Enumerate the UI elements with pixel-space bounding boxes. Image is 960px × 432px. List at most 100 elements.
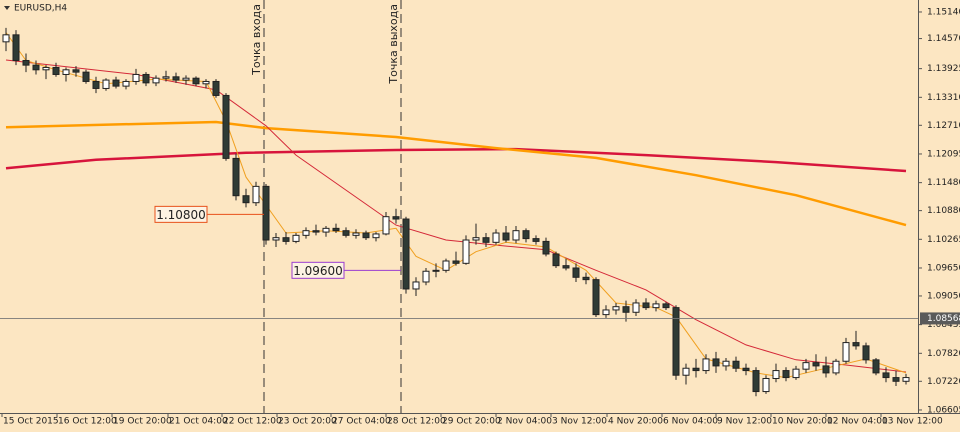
candle-body xyxy=(512,230,520,241)
price-label: 1.10800 xyxy=(156,208,206,222)
candle-body xyxy=(462,239,470,264)
candle-body xyxy=(452,260,460,264)
y-tick-label: 1.10880 xyxy=(927,206,960,216)
candle-body xyxy=(282,237,290,242)
y-tick-label: 1.11480 xyxy=(927,178,960,188)
candle-body xyxy=(602,309,610,316)
candle-body xyxy=(332,227,340,232)
candle-body xyxy=(532,238,540,242)
candle-body xyxy=(702,358,710,372)
vertical-marker-label: Точка выхода xyxy=(387,4,400,85)
candle-body xyxy=(352,232,360,236)
x-tick-label: 6 Nov 04:00 xyxy=(663,417,718,427)
y-tick-label: 1.10265 xyxy=(927,235,960,245)
candle-body xyxy=(372,233,380,239)
x-tick-label: 28 Oct 12:00 xyxy=(387,417,446,427)
candle-body xyxy=(562,265,570,269)
candle-body xyxy=(432,269,440,272)
y-tick-label: 1.12710 xyxy=(927,121,960,131)
x-tick-label: 13 Nov 12:00 xyxy=(882,417,943,427)
candle-body xyxy=(752,370,760,393)
candle-body xyxy=(132,73,140,82)
y-tick-label: 1.06605 xyxy=(927,405,960,415)
y-tick-label: 1.07220 xyxy=(927,377,960,387)
candle-body xyxy=(292,234,300,242)
candle-body xyxy=(612,306,620,311)
candle-body xyxy=(112,79,120,87)
candle-body xyxy=(72,69,80,73)
moving-average xyxy=(5,147,907,173)
candle-body xyxy=(902,377,910,382)
y-tick-label: 1.15140 xyxy=(927,7,960,17)
candle-body xyxy=(122,80,130,87)
candle-body xyxy=(252,185,260,204)
vertical-marker-label: Точка входа xyxy=(250,4,263,76)
candle-body xyxy=(42,66,50,71)
moving-average xyxy=(5,32,907,379)
y-tick-label: 1.08435 xyxy=(927,320,960,330)
candle-body xyxy=(82,71,90,82)
candle-body xyxy=(692,367,700,372)
candle-body xyxy=(782,370,790,379)
candle-body xyxy=(12,34,20,61)
candle-body xyxy=(472,237,480,241)
current-price-box xyxy=(920,312,960,325)
candle-body xyxy=(642,302,650,309)
candle-body xyxy=(242,195,250,204)
chart-title: EURUSD,H4 xyxy=(14,4,67,14)
candle-body xyxy=(402,218,410,290)
y-tick-label: 1.14570 xyxy=(927,34,960,44)
candle-body xyxy=(152,77,160,84)
price-label-box xyxy=(154,205,208,223)
x-tick-label: 2 Nov 04:00 xyxy=(497,417,552,427)
candle-body xyxy=(632,302,640,313)
candle-body xyxy=(872,359,880,374)
y-tick-label: 1.13310 xyxy=(927,93,960,103)
candle-body xyxy=(102,79,110,89)
candle-body xyxy=(802,362,810,370)
candle-body xyxy=(822,365,830,374)
candle-body xyxy=(502,232,510,241)
candle-body xyxy=(392,216,400,220)
y-tick-label: 1.09650 xyxy=(927,263,960,273)
candle-body xyxy=(892,377,900,382)
candle-body xyxy=(762,377,770,393)
candle-body xyxy=(572,267,580,278)
candle-body xyxy=(382,216,390,235)
candle-body xyxy=(832,360,840,374)
y-tick-label: 1.13925 xyxy=(927,64,960,74)
candle-body xyxy=(442,260,450,271)
candle-body xyxy=(312,230,320,233)
candle-body xyxy=(422,270,430,283)
candle-body xyxy=(22,59,30,66)
candle-body xyxy=(192,77,200,85)
candle-body xyxy=(812,362,820,367)
candle-body xyxy=(662,303,670,309)
candle-body xyxy=(742,367,750,372)
candle-body xyxy=(522,230,530,240)
candle-body xyxy=(232,157,240,197)
candle-body xyxy=(302,230,310,236)
candle-body xyxy=(92,80,100,89)
candle-body xyxy=(482,237,490,243)
x-tick-label: 23 Oct 20:00 xyxy=(278,417,337,427)
candle-body xyxy=(322,227,330,233)
candle-body xyxy=(712,358,720,367)
candle-body xyxy=(582,276,590,281)
candle-body xyxy=(882,372,890,379)
current-price-label: 1.08568 xyxy=(927,314,960,324)
y-tick-label: 1.07820 xyxy=(927,349,960,359)
x-tick-label: 16 Oct 12:00 xyxy=(58,417,117,427)
candle-body xyxy=(652,303,660,309)
menu-triangle[interactable] xyxy=(4,6,10,10)
x-tick-label: 21 Oct 04:00 xyxy=(169,417,228,427)
candle-body xyxy=(492,232,500,243)
candle-body xyxy=(862,345,870,361)
candle-body xyxy=(852,342,860,347)
candle-body xyxy=(342,230,350,236)
candle-body xyxy=(682,367,690,376)
candle-body xyxy=(362,232,370,239)
candle-body xyxy=(672,307,680,376)
x-tick-label: 9 Nov 12:00 xyxy=(717,417,772,427)
